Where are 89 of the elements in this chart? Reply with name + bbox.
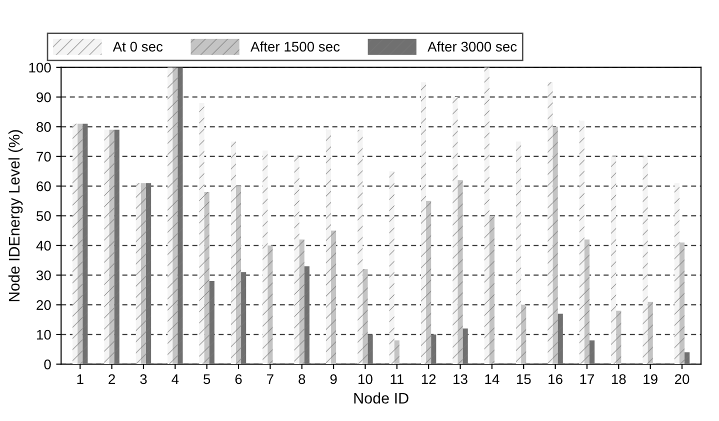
bar [611, 156, 616, 364]
bar [362, 269, 368, 364]
bar [178, 67, 183, 364]
bar [558, 314, 563, 364]
bar [109, 130, 114, 364]
x-tick-label: 2 [108, 374, 115, 384]
bar [209, 281, 214, 364]
bar [136, 183, 141, 364]
x-tick-label: 7 [267, 374, 274, 384]
bar [241, 272, 246, 364]
bar [168, 67, 173, 364]
bar [331, 230, 336, 364]
bar [616, 310, 622, 364]
x-tick-label: 15 [516, 374, 531, 384]
bar [484, 67, 490, 364]
x-tick-label: 12 [422, 374, 436, 384]
x-tick-label: 5 [204, 374, 210, 384]
bar [299, 240, 304, 364]
x-tick-label: 11 [390, 374, 404, 384]
y-tick-label: 90 [36, 92, 51, 102]
bar [394, 340, 400, 364]
bar [642, 156, 648, 364]
x-axis-title: Node ID [354, 392, 408, 404]
bar [548, 82, 553, 364]
bar [679, 242, 685, 364]
bar [521, 304, 526, 364]
bar [368, 334, 373, 364]
bar [516, 142, 522, 364]
bar [674, 183, 680, 364]
legend-label: After 1500 sec [250, 41, 340, 52]
bar [294, 156, 300, 364]
y-tick-label: 80 [36, 122, 51, 132]
y-tick-label: 70 [36, 152, 51, 162]
bar [584, 240, 590, 364]
bar [262, 150, 268, 364]
x-tick-label: 18 [612, 374, 626, 384]
bar [648, 302, 653, 364]
x-tick-label: 19 [644, 374, 658, 384]
y-tick-label: 100 [29, 62, 51, 73]
x-tick-label: 1 [77, 374, 84, 384]
bar [230, 142, 236, 364]
bar [590, 340, 595, 364]
x-tick-label: 17 [580, 374, 594, 384]
bar [326, 130, 332, 364]
bar [204, 192, 210, 364]
y-tick-label: 30 [36, 270, 51, 280]
bar [431, 334, 436, 364]
x-tick-label: 3 [140, 374, 147, 384]
bar [146, 183, 152, 364]
x-tick-label: 8 [298, 374, 306, 384]
bar [389, 171, 394, 364]
y-tick-label: 0 [44, 360, 51, 370]
bar [140, 183, 146, 364]
y-tick-label: 20 [36, 300, 51, 310]
bar [358, 130, 363, 364]
bar [82, 124, 88, 364]
bar [104, 130, 110, 364]
bar [199, 102, 204, 364]
legend-label: At 0 sec [112, 42, 163, 52]
x-tick-label: 10 [358, 374, 372, 384]
bar [489, 216, 494, 364]
bar [684, 352, 690, 364]
x-tick-label: 16 [548, 374, 562, 384]
bar [78, 124, 83, 364]
y-axis-title: Node IDEnergy Level (%) [8, 130, 23, 302]
bar [420, 82, 426, 364]
x-tick-label: 9 [330, 374, 337, 384]
x-tick-label: 4 [172, 374, 179, 384]
y-tick-label: 50 [36, 211, 51, 221]
y-tick-label: 60 [36, 181, 51, 192]
legend-label: After 3000 sec [428, 41, 517, 52]
x-tick-label: 6 [235, 374, 242, 384]
bar [426, 200, 432, 364]
y-tick-label: 10 [37, 330, 51, 340]
bar [579, 120, 584, 364]
bar [72, 124, 78, 364]
x-tick-label: 13 [454, 374, 468, 384]
x-tick-label: 20 [674, 374, 690, 384]
bar [462, 328, 468, 364]
bar [452, 97, 458, 364]
x-tick-label: 14 [485, 374, 500, 384]
bar [458, 180, 463, 364]
bar [268, 245, 273, 364]
bar [552, 126, 558, 364]
bar [236, 186, 242, 364]
bar [114, 130, 120, 364]
bar [172, 67, 178, 364]
bar [304, 266, 310, 364]
y-tick-label: 40 [36, 240, 51, 251]
